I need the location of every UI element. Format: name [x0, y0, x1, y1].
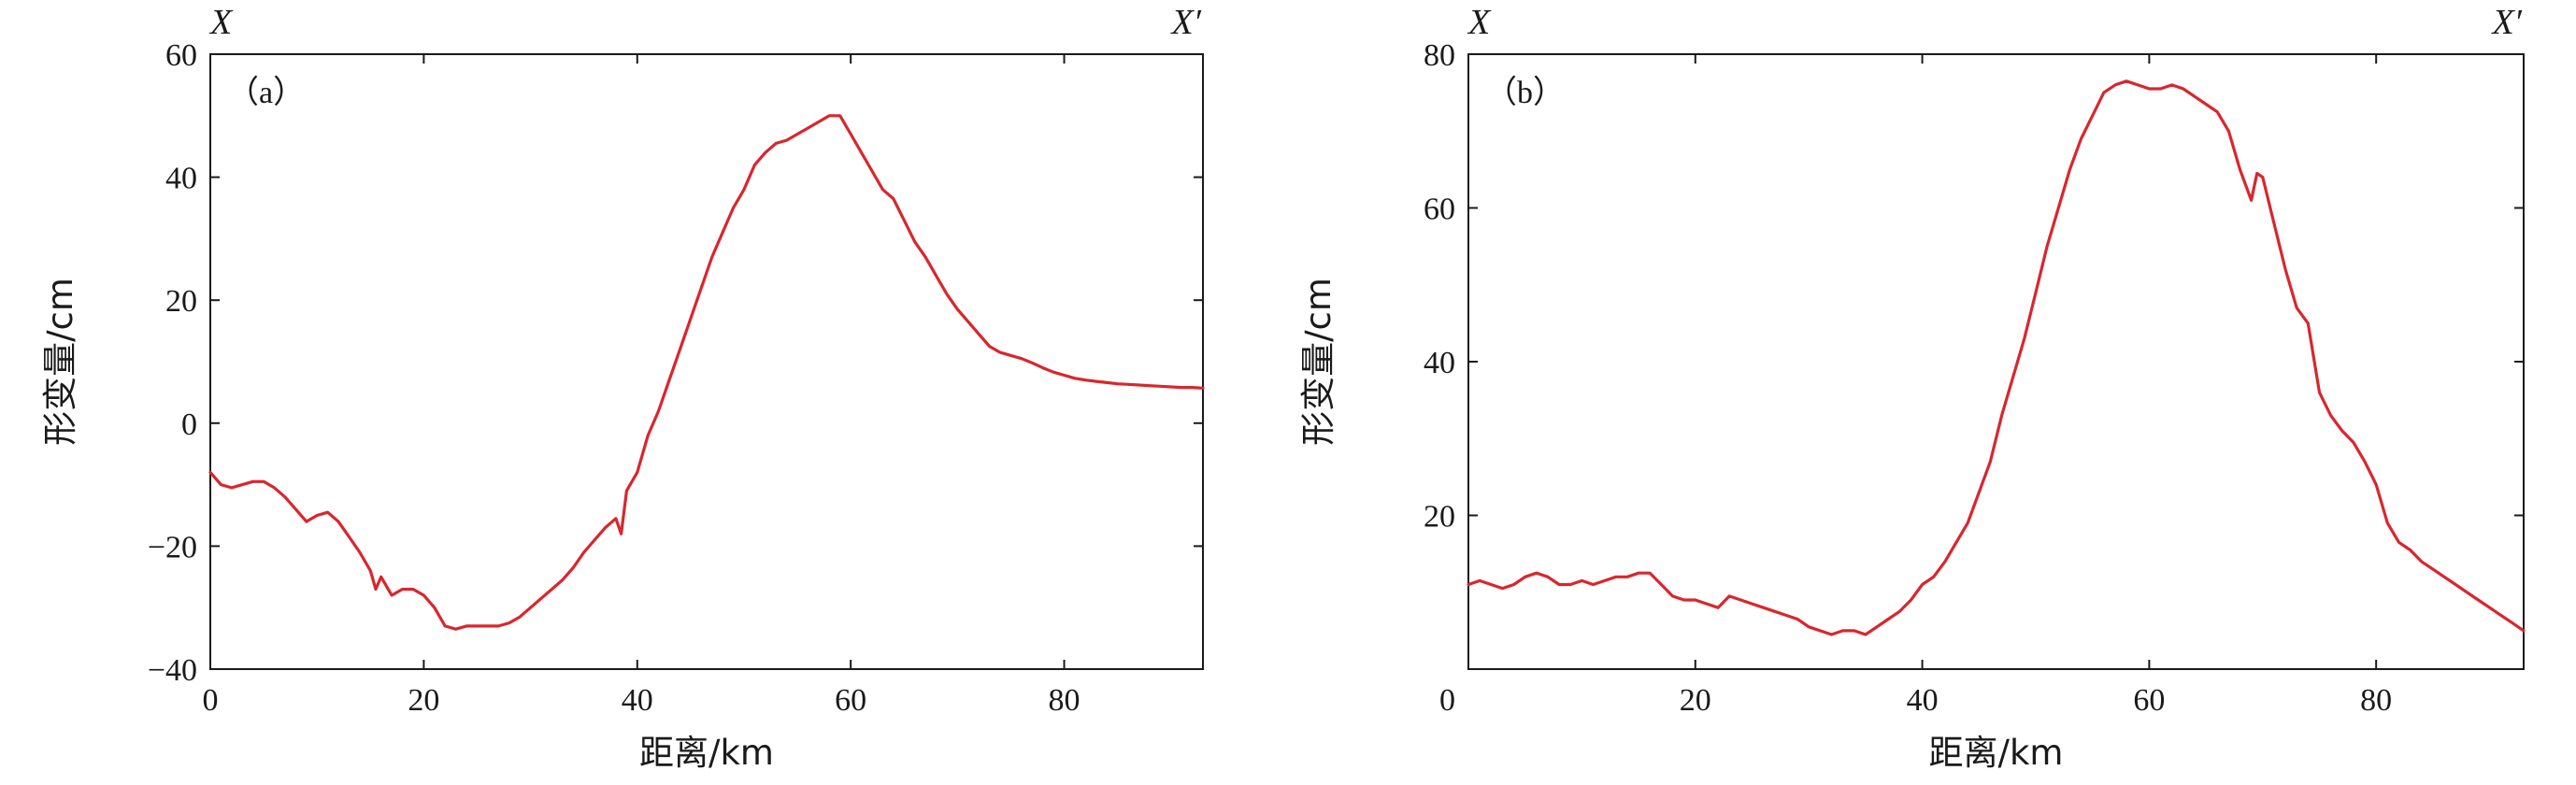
- x-axis-label: 距离/km: [639, 733, 774, 773]
- x-tick-label: 40: [622, 683, 653, 718]
- series-line: [1467, 79, 2526, 636]
- panel-a: 0 20 40 60 80 −40 −20 0 20 40 60 距离/km 形变量/cm （a） X X′: [40, 3, 1205, 773]
- y-tick-label: 20: [1424, 500, 1455, 535]
- x-tick-label: 20: [408, 683, 439, 718]
- y-tick-label: 60: [165, 38, 197, 73]
- y-tick-label: −40: [148, 653, 197, 688]
- y-axis-label: 形变量/cm: [40, 278, 80, 446]
- y-tick-label: 60: [1424, 193, 1455, 227]
- y-tick-label: 80: [1424, 38, 1455, 73]
- x-tick-label: 80: [2360, 683, 2392, 718]
- profile-end-label: X′: [1169, 3, 1201, 42]
- x-tick-label: 0: [203, 683, 219, 718]
- x-tick-label: 60: [835, 683, 866, 718]
- y-tick-label: 40: [1424, 346, 1455, 380]
- x-tick-label: 40: [1907, 683, 1939, 718]
- series-line: [208, 114, 1205, 631]
- panel-label: （b）: [1485, 75, 1565, 110]
- plot-frame: [209, 53, 1204, 670]
- x-tick-label: 80: [1049, 683, 1080, 718]
- y-tick-label: −20: [148, 530, 197, 564]
- y-tick-label: 0: [181, 407, 197, 442]
- x-tick-label: 20: [1680, 683, 1711, 718]
- y-tick-label: 40: [165, 162, 197, 196]
- panel-label: （a）: [227, 75, 305, 110]
- panel-b: 20 40 60 80 0 20 40 60 80 距离/km 形变量/cm （b） X X′: [1298, 3, 2526, 773]
- x-tick-label: 60: [2133, 683, 2165, 718]
- profile-start-label: X: [208, 3, 234, 42]
- profile-start-label: X: [1467, 3, 1492, 42]
- y-tick-label: 20: [165, 284, 197, 319]
- x-axis-label: 距离/km: [1929, 733, 2064, 773]
- y-axis-label: 形变量/cm: [1298, 278, 1338, 446]
- y-tick-label: 0: [1439, 683, 1455, 718]
- profile-end-label: X′: [2490, 3, 2522, 42]
